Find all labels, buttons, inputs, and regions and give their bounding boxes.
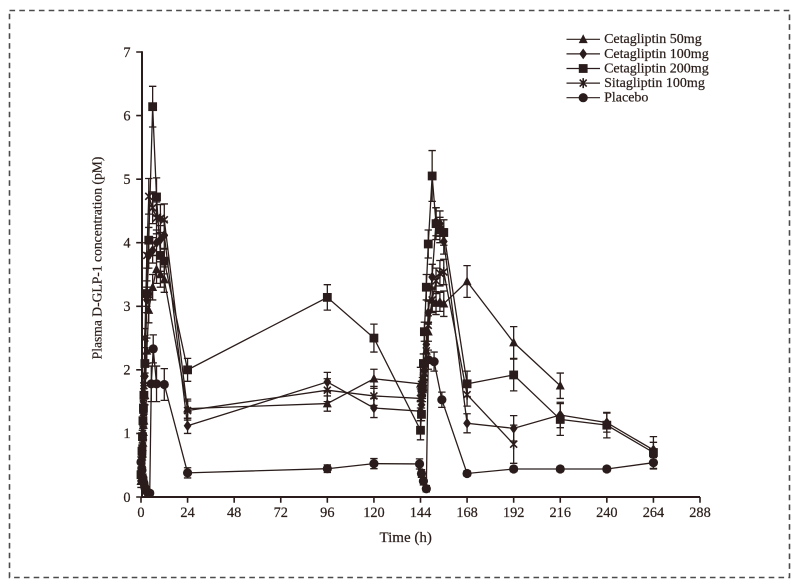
svg-text:144: 144: [410, 505, 431, 521]
svg-text:5: 5: [123, 172, 130, 188]
svg-text:0: 0: [123, 490, 130, 506]
svg-text:Placebo: Placebo: [604, 91, 648, 106]
svg-text:240: 240: [596, 505, 617, 521]
svg-text:1: 1: [123, 426, 130, 442]
svg-text:Cetagliptin 200mg: Cetagliptin 200mg: [604, 61, 709, 76]
svg-text:216: 216: [550, 505, 571, 521]
svg-text:3: 3: [123, 299, 130, 315]
svg-text:192: 192: [503, 505, 524, 521]
svg-text:Sitagliptin 100mg: Sitagliptin 100mg: [604, 76, 705, 91]
svg-text:Cetagliptin 50mg: Cetagliptin 50mg: [604, 32, 702, 47]
svg-text:288: 288: [689, 505, 710, 521]
svg-text:24: 24: [180, 505, 194, 521]
svg-text:7: 7: [123, 45, 130, 61]
svg-text:4: 4: [123, 236, 130, 252]
svg-text:72: 72: [274, 505, 288, 521]
svg-text:48: 48: [227, 505, 241, 521]
svg-text:6: 6: [123, 108, 130, 124]
svg-text:Time (h): Time (h): [380, 530, 432, 546]
svg-text:0: 0: [137, 505, 144, 521]
svg-text:96: 96: [320, 505, 334, 521]
svg-text:Plasma D-GLP-1 concentration (: Plasma D-GLP-1 concentration (pM): [89, 157, 105, 360]
svg-text:264: 264: [643, 505, 664, 521]
svg-text:2: 2: [123, 363, 130, 379]
svg-text:Cetagliptin 100mg: Cetagliptin 100mg: [604, 47, 709, 62]
svg-text:168: 168: [456, 505, 477, 521]
svg-text:120: 120: [363, 505, 384, 521]
